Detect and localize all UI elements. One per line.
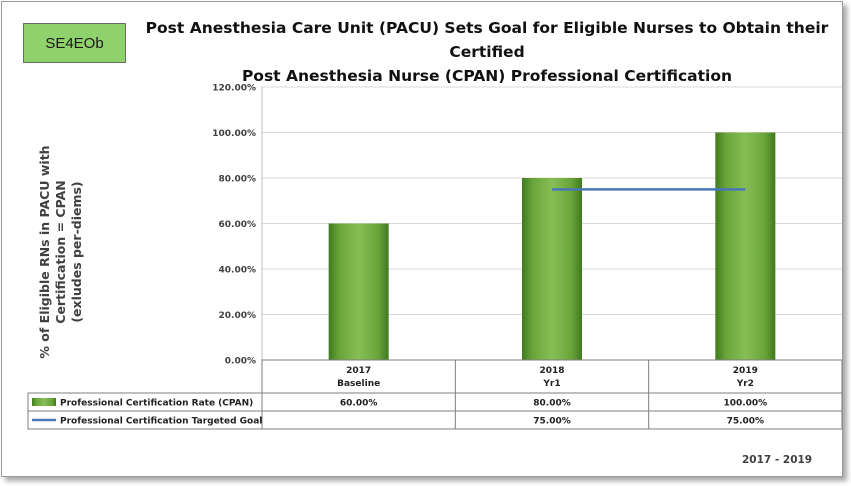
- chart-frame: SE4EOb Post Anesthesia Care Unit (PACU) …: [1, 1, 843, 477]
- legend-label-bar: Professional Certification Rate (CPAN): [60, 399, 253, 409]
- category-year-label: 2019: [733, 366, 758, 376]
- y-tick-label: 80.00%: [219, 175, 257, 185]
- bar: [522, 178, 582, 360]
- data-label-bar: 60.00%: [340, 399, 378, 409]
- y-tick-label: 60.00%: [219, 220, 257, 230]
- y-tick-label: 0.00%: [225, 357, 256, 367]
- y-tick-label: 100.00%: [212, 129, 256, 139]
- chart-title: Post Anesthesia Care Unit (PACU) Sets Go…: [137, 16, 837, 88]
- data-label-line: 75.00%: [533, 417, 571, 427]
- category-sub-label: Yr1: [542, 379, 560, 389]
- y-tick-label: 20.00%: [219, 311, 257, 321]
- category-year-label: 2017: [346, 366, 371, 376]
- y-tick-label: 40.00%: [219, 266, 257, 276]
- badge-label: SE4EOb: [23, 23, 126, 63]
- y-tick-label: 120.00%: [212, 84, 256, 94]
- bar: [328, 223, 389, 360]
- category-year-label: 2018: [539, 366, 564, 376]
- bar: [715, 132, 776, 360]
- chart-title-line-1: Post Anesthesia Care Unit (PACU) Sets Go…: [145, 19, 829, 61]
- legend-label-line: Professional Certification Targeted Goal: [60, 417, 262, 427]
- category-sub-label: Baseline: [337, 379, 380, 389]
- legend-swatch-bar: [32, 398, 56, 406]
- data-label-line: 75.00%: [727, 417, 765, 427]
- chart-title-line-2: Post Anesthesia Nurse (CPAN) Professiona…: [241, 67, 733, 85]
- data-label-bar: 80.00%: [533, 399, 571, 409]
- category-sub-label: Yr2: [736, 379, 754, 389]
- data-label-bar: 100.00%: [723, 399, 767, 409]
- date-range-footer: 2017 - 2019: [742, 454, 813, 466]
